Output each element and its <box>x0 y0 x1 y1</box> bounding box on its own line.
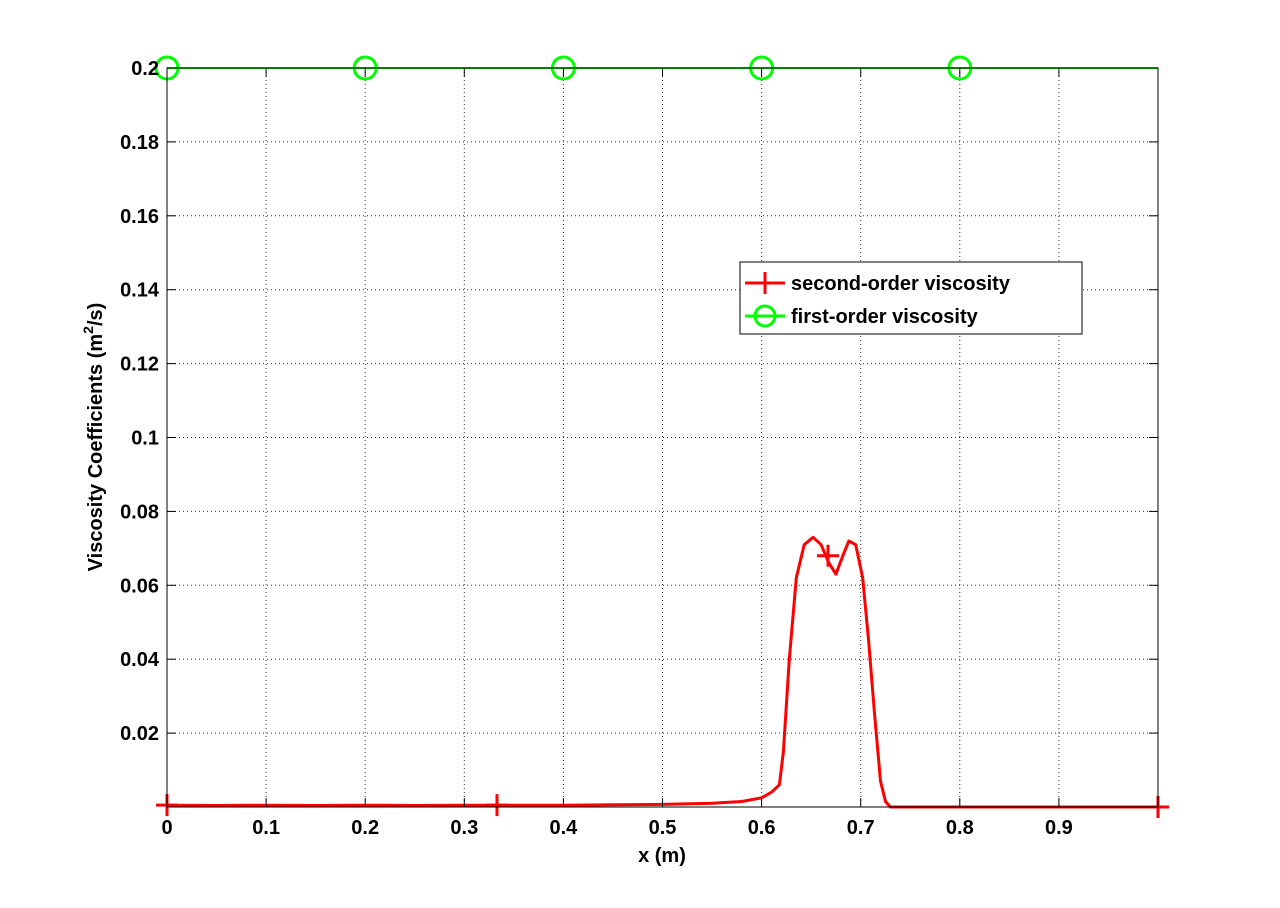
legend-circle-marker <box>753 304 777 328</box>
legend-plus-marker <box>754 272 776 294</box>
x-tick-label: 0.3 <box>450 817 478 839</box>
x-tick-label: 0 <box>161 817 172 839</box>
y-axis-label: Viscosity Coefficients (m2/s) <box>80 303 107 572</box>
x-tick-label: 0.8 <box>946 817 974 839</box>
y-tick-label: 0.12 <box>120 354 159 376</box>
y-tick-label: 0.18 <box>120 132 159 154</box>
x-tick-label: 0.6 <box>748 817 776 839</box>
y-tick-label: 0.08 <box>120 501 159 523</box>
y-axis-label-main: Viscosity Coefficients (m <box>85 334 107 571</box>
x-tick-label: 0.2 <box>351 817 379 839</box>
y-tick-label: 0.06 <box>120 575 159 597</box>
y-tick-label: 0.16 <box>120 206 159 228</box>
y-tick-labels: 0.02 0.04 0.06 0.08 0.1 0.12 0.14 0.16 0.18 0.2 <box>120 58 160 745</box>
second-order-viscosity-marker <box>486 794 509 817</box>
y-tick-label: 0.14 <box>120 280 160 302</box>
x-tick-label: 0.9 <box>1045 817 1073 839</box>
x-tick-label: 0.7 <box>847 817 875 839</box>
y-tick-label: 0.2 <box>131 58 159 80</box>
x-tick-labels: 0 0.1 0.2 0.3 0.4 0.5 0.6 0.7 0.8 0.9 <box>161 817 1072 839</box>
plot-area <box>167 68 1158 807</box>
y-tick-label: 0.04 <box>120 649 160 671</box>
x-axis-label: x (m) <box>638 845 686 867</box>
y-axis-label-tail: /s) <box>85 303 107 326</box>
legend-box <box>739 261 1083 335</box>
legend-label-second-order: second-order viscosity <box>791 273 1011 295</box>
x-tick-label: 0.4 <box>549 817 578 839</box>
legend-label-first-order: first-order viscosity <box>791 306 979 328</box>
y-axis-label-superscript: 2 <box>80 326 96 334</box>
y-tick-label: 0.1 <box>131 428 159 450</box>
legend: second-order viscosity first-order visco… <box>739 261 1083 335</box>
y-tick-label: 0.02 <box>120 723 159 745</box>
second-order-viscosity-marker <box>816 544 839 567</box>
x-tick-label: 0.5 <box>649 817 677 839</box>
second-order-viscosity-line <box>166 535 1158 809</box>
x-tick-label: 0.1 <box>252 817 280 839</box>
ticks <box>166 67 1158 807</box>
